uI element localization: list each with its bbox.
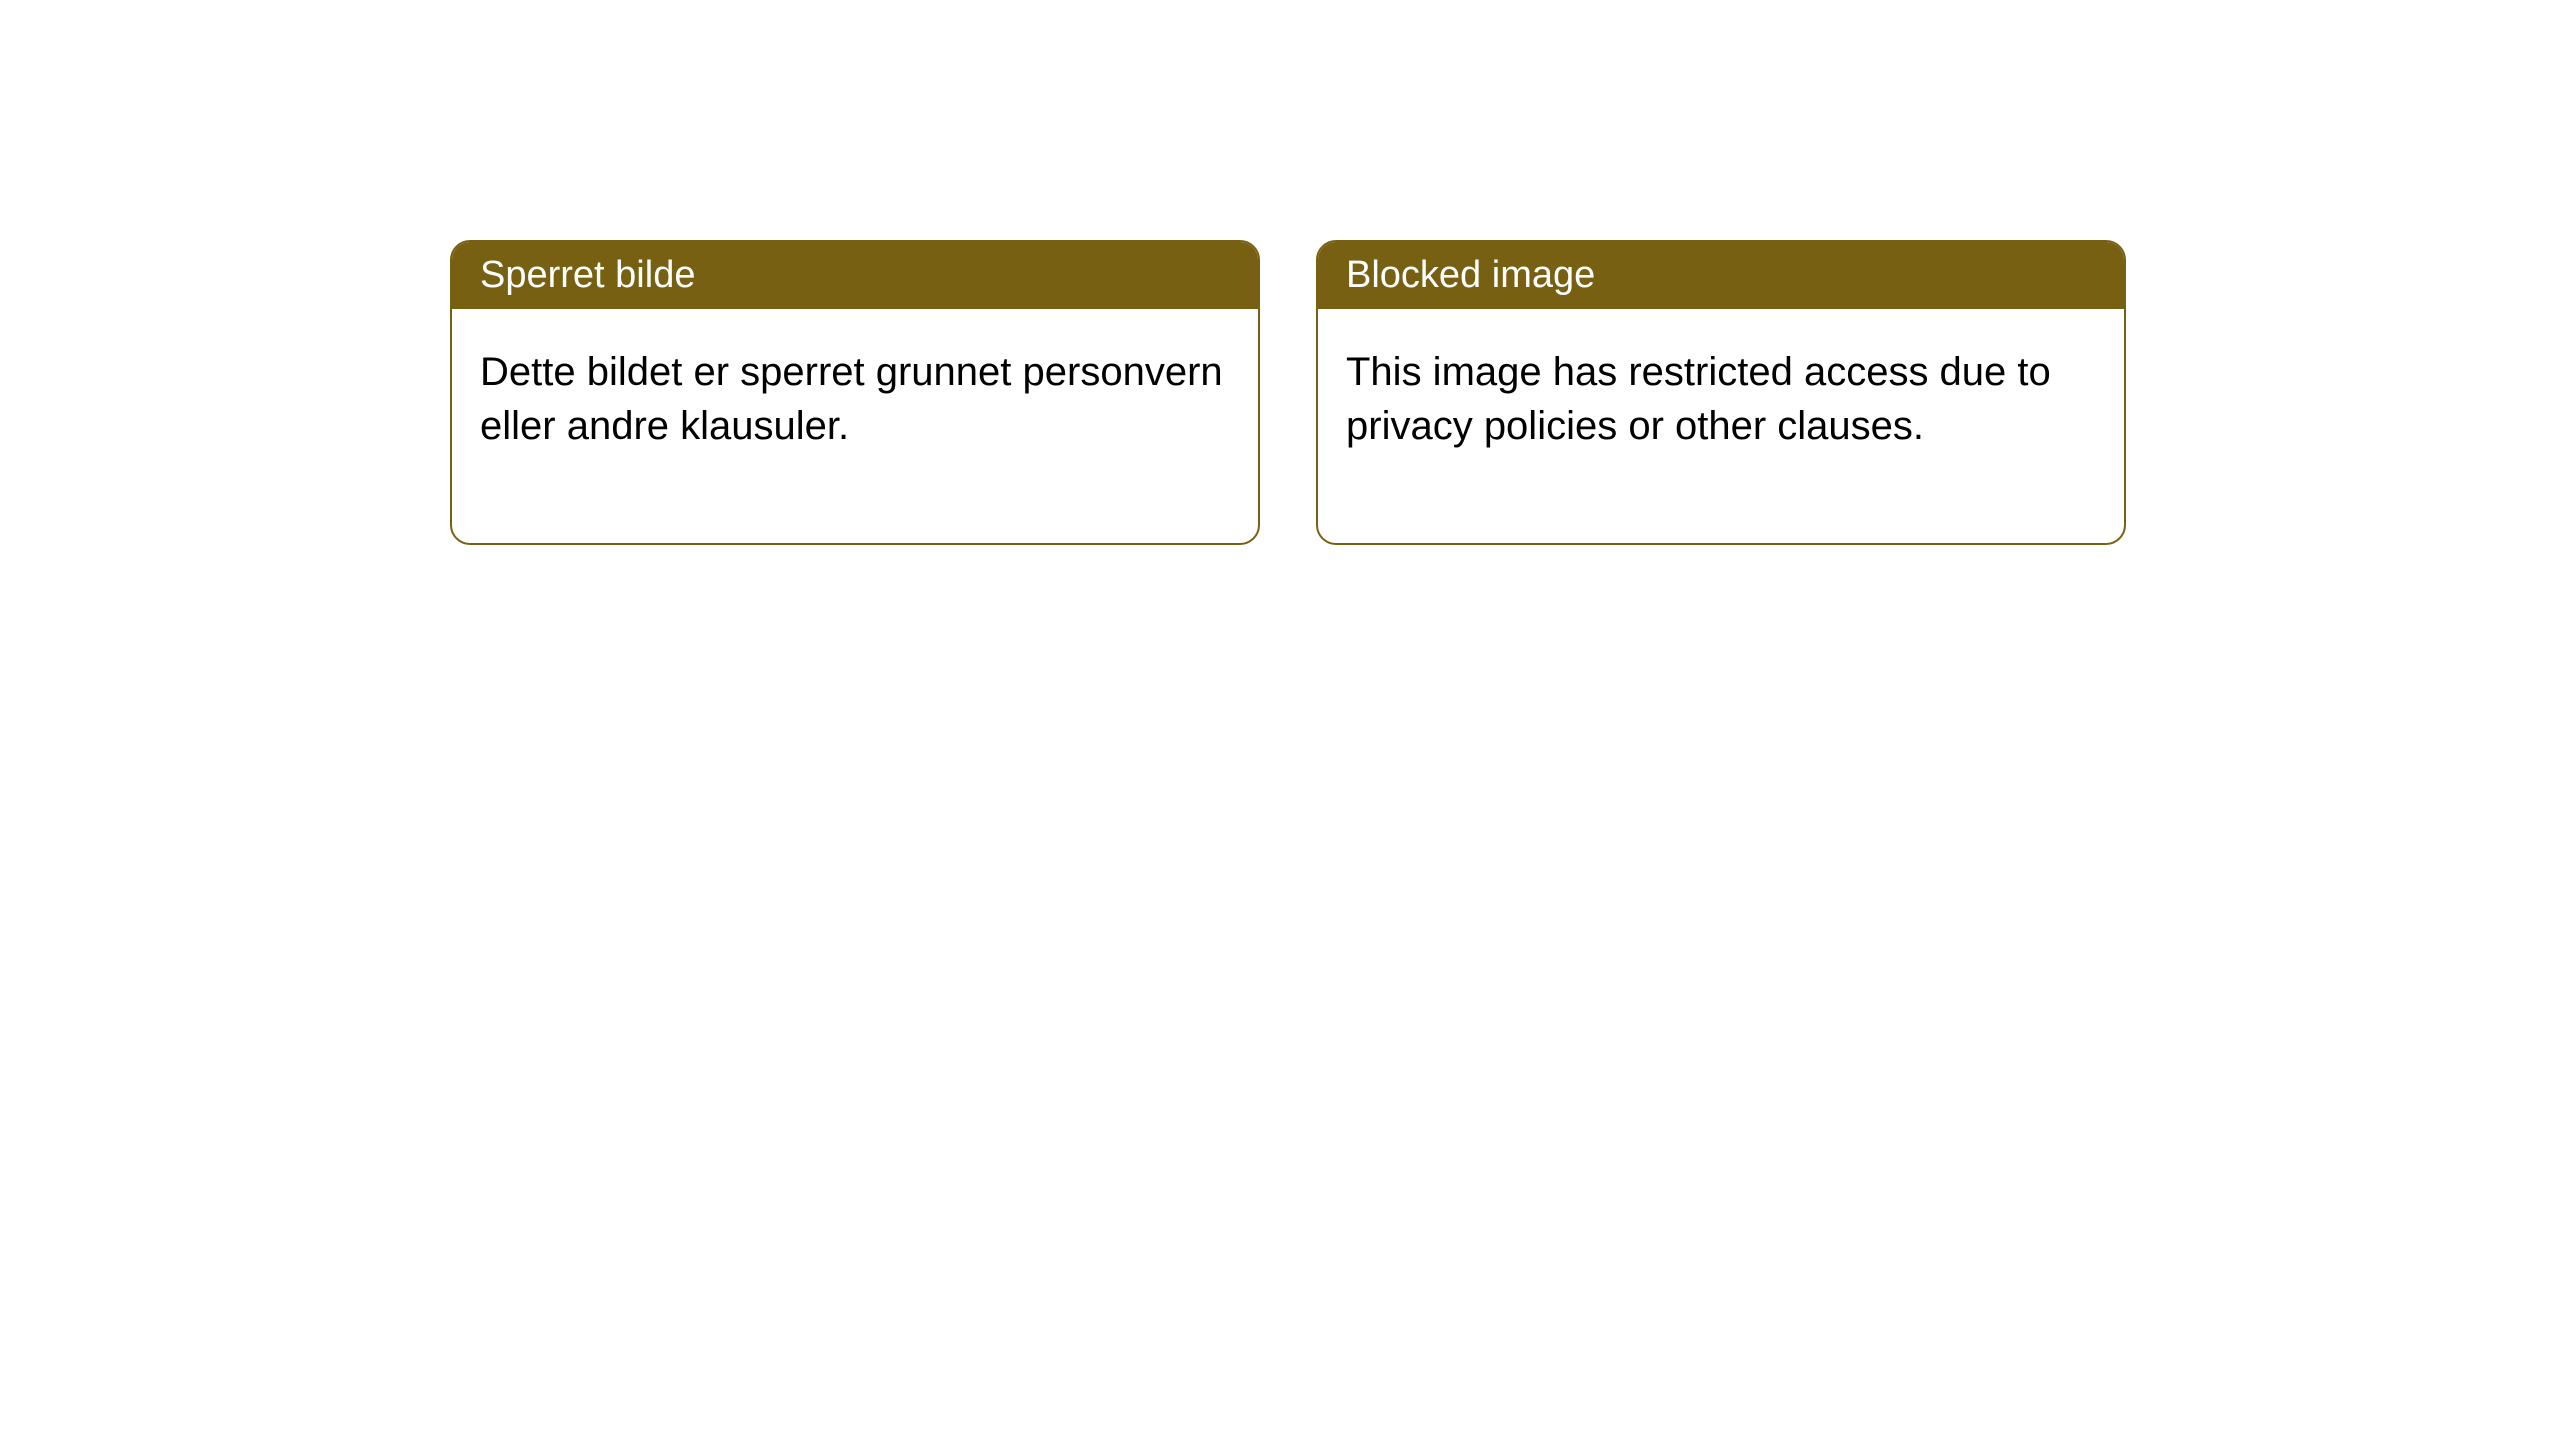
panel-body: Dette bildet er sperret grunnet personve… [452, 309, 1258, 543]
panel-header: Sperret bilde [452, 242, 1258, 309]
panel-body-text: Dette bildet er sperret grunnet personve… [480, 350, 1223, 448]
panel-header: Blocked image [1318, 242, 2124, 309]
panels-container: Sperret bilde Dette bildet er sperret gr… [450, 240, 2126, 545]
panel-body: This image has restricted access due to … [1318, 309, 2124, 543]
panel-english: Blocked image This image has restricted … [1316, 240, 2126, 545]
panel-title: Blocked image [1346, 254, 1595, 296]
panel-title: Sperret bilde [480, 254, 695, 296]
panel-norwegian: Sperret bilde Dette bildet er sperret gr… [450, 240, 1260, 545]
panel-body-text: This image has restricted access due to … [1346, 350, 2051, 448]
